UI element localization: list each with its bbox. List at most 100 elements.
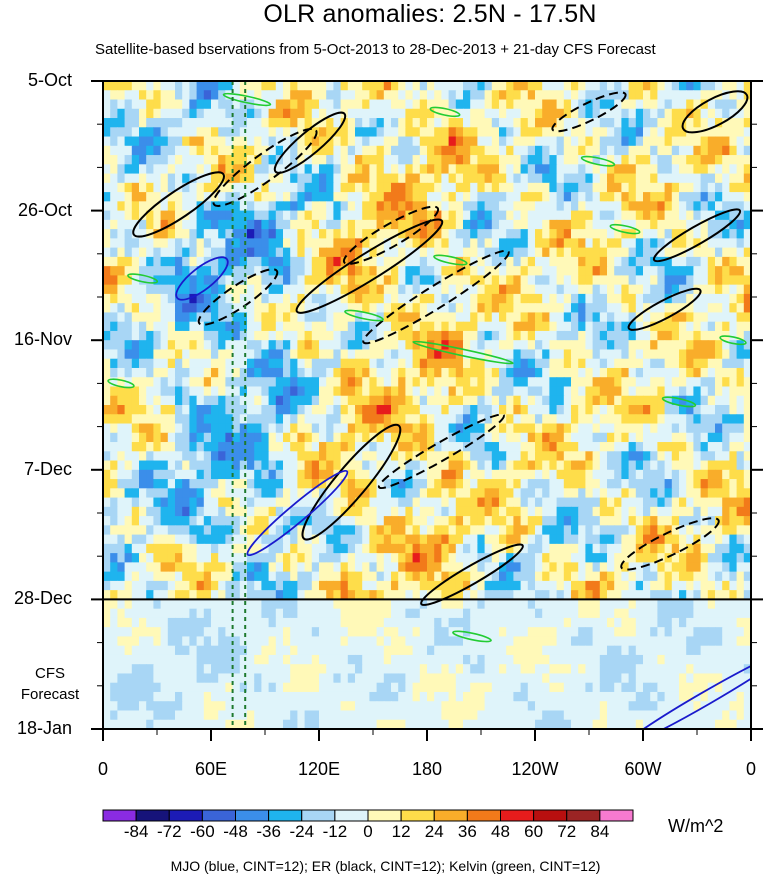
heatmap-cell bbox=[578, 488, 586, 499]
heatmap-cell bbox=[722, 136, 730, 147]
heatmap-cell bbox=[355, 562, 363, 573]
heatmap-cell bbox=[139, 284, 147, 295]
heatmap-cell bbox=[556, 580, 565, 591]
heatmap-cell bbox=[499, 330, 507, 341]
heatmap-cell bbox=[520, 479, 529, 489]
heatmap-cell bbox=[275, 275, 284, 286]
heatmap-cell bbox=[513, 247, 522, 258]
heatmap-cell bbox=[470, 405, 478, 415]
heatmap-cell bbox=[110, 367, 118, 378]
heatmap-cell bbox=[319, 367, 327, 378]
heatmap-cell bbox=[283, 155, 291, 165]
heatmap-cell bbox=[283, 275, 291, 286]
heatmap-cell bbox=[599, 164, 608, 175]
heatmap-cell bbox=[484, 321, 493, 332]
heatmap-cell bbox=[664, 386, 673, 397]
heatmap-cell bbox=[167, 247, 176, 258]
heatmap-cell bbox=[146, 451, 154, 462]
heatmap-cell bbox=[427, 534, 435, 545]
heatmap-cell bbox=[247, 516, 255, 526]
heatmap-cell bbox=[239, 562, 248, 573]
heatmap-cell bbox=[369, 340, 378, 351]
heatmap-cell bbox=[355, 284, 363, 295]
heatmap-cell bbox=[211, 451, 219, 462]
heatmap-cell bbox=[117, 155, 126, 165]
heatmap-cell bbox=[405, 414, 414, 425]
heatmap-cell bbox=[398, 173, 406, 184]
heatmap-cell bbox=[722, 99, 730, 110]
heatmap-cell bbox=[326, 516, 334, 526]
heatmap-cell bbox=[556, 534, 565, 545]
heatmap-cell bbox=[571, 571, 579, 582]
heatmap-cell bbox=[585, 553, 594, 563]
heatmap-cell bbox=[290, 266, 298, 276]
heatmap-cell bbox=[412, 432, 421, 443]
heatmap-cell bbox=[427, 136, 435, 147]
heatmap-cell bbox=[311, 367, 320, 378]
heatmap-cell bbox=[686, 349, 694, 360]
heatmap-cell bbox=[635, 238, 644, 249]
heatmap-cell bbox=[326, 506, 334, 517]
heatmap-cell bbox=[232, 173, 241, 184]
heatmap-cell bbox=[621, 367, 630, 378]
heatmap-cell bbox=[297, 256, 306, 267]
heatmap-cell bbox=[355, 367, 363, 378]
heatmap-cell bbox=[700, 303, 709, 314]
heatmap-cell bbox=[650, 266, 658, 276]
heatmap-cell bbox=[556, 256, 565, 267]
heatmap-cell bbox=[578, 442, 586, 452]
heatmap-cell bbox=[700, 330, 709, 341]
heatmap-cell bbox=[405, 553, 414, 563]
heatmap-cell bbox=[160, 590, 169, 600]
heatmap-cell bbox=[383, 534, 392, 545]
heatmap-cell bbox=[571, 553, 579, 563]
heatmap-cell bbox=[635, 571, 644, 582]
heatmap-cell bbox=[657, 442, 666, 452]
heatmap-cell bbox=[506, 201, 514, 212]
heatmap-cell bbox=[391, 395, 399, 406]
heatmap-cell bbox=[362, 182, 370, 193]
heatmap-cell bbox=[153, 284, 162, 295]
heatmap-cell bbox=[463, 497, 471, 508]
heatmap-cell bbox=[290, 414, 298, 425]
heatmap-cell bbox=[247, 358, 255, 369]
heatmap-cell bbox=[232, 580, 241, 591]
heatmap-cell bbox=[556, 108, 565, 119]
heatmap-cell bbox=[419, 497, 428, 508]
heatmap-cell bbox=[549, 312, 558, 323]
heatmap-cell bbox=[398, 571, 406, 582]
heatmap-cell bbox=[563, 303, 572, 314]
heatmap-cell bbox=[743, 571, 751, 582]
heatmap-cell bbox=[491, 432, 500, 443]
heatmap-cell bbox=[448, 219, 457, 230]
heatmap-cell bbox=[643, 414, 651, 425]
heatmap-cell bbox=[326, 182, 334, 193]
heatmap-cell bbox=[347, 293, 356, 304]
heatmap-cell bbox=[376, 516, 385, 526]
heatmap-cell bbox=[736, 479, 745, 489]
heatmap-cell bbox=[131, 367, 140, 378]
heatmap-cell bbox=[369, 405, 378, 415]
heatmap-cell bbox=[124, 497, 133, 508]
heatmap-cell bbox=[571, 293, 579, 304]
heatmap-cell bbox=[535, 469, 543, 480]
heatmap-cell bbox=[139, 562, 147, 573]
heatmap-cell bbox=[218, 488, 226, 499]
heatmap-cell bbox=[131, 201, 140, 212]
heatmap-cell bbox=[362, 488, 370, 499]
heatmap-cell bbox=[513, 506, 522, 517]
heatmap-cell bbox=[268, 266, 277, 276]
heatmap-cell bbox=[513, 432, 522, 443]
heatmap-cell bbox=[671, 321, 680, 332]
heatmap-cell bbox=[571, 543, 579, 554]
heatmap-cell bbox=[124, 173, 133, 184]
heatmap-cell bbox=[549, 562, 558, 573]
heatmap-cell bbox=[715, 349, 723, 360]
heatmap-cell bbox=[218, 525, 226, 536]
heatmap-cell bbox=[355, 293, 363, 304]
heatmap-cell bbox=[124, 423, 133, 434]
heatmap-cell bbox=[347, 516, 356, 526]
heatmap-cell bbox=[203, 442, 212, 452]
heatmap-cell bbox=[326, 293, 334, 304]
heatmap-cell bbox=[455, 164, 464, 175]
